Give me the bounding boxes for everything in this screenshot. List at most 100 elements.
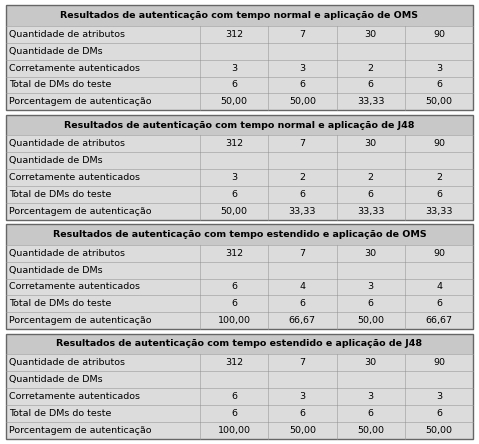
Text: 90: 90 bbox=[433, 358, 445, 367]
Text: 3: 3 bbox=[367, 282, 374, 291]
Text: Total de DMs do teste: Total de DMs do teste bbox=[9, 409, 112, 418]
Text: 30: 30 bbox=[365, 358, 377, 367]
Text: Quantidade de atributos: Quantidade de atributos bbox=[9, 249, 125, 258]
Text: Quantidade de atributos: Quantidade de atributos bbox=[9, 358, 125, 367]
Text: Porcentagem de autenticação: Porcentagem de autenticação bbox=[9, 316, 151, 325]
Text: 66,67: 66,67 bbox=[289, 316, 316, 325]
Text: 7: 7 bbox=[299, 358, 305, 367]
Text: 3: 3 bbox=[436, 63, 442, 72]
Text: 312: 312 bbox=[225, 139, 243, 148]
Text: Total de DMs do teste: Total de DMs do teste bbox=[9, 80, 112, 90]
Text: 50,00: 50,00 bbox=[220, 207, 248, 216]
Text: Resultados de autenticação com tempo normal e aplicação de OMS: Resultados de autenticação com tempo nor… bbox=[60, 11, 419, 20]
Text: Quantidade de DMs: Quantidade de DMs bbox=[9, 156, 103, 165]
Text: 2: 2 bbox=[436, 173, 442, 182]
Text: 3: 3 bbox=[436, 392, 442, 401]
Text: Quantidade de atributos: Quantidade de atributos bbox=[9, 30, 125, 39]
Text: 6: 6 bbox=[436, 409, 442, 418]
Text: 312: 312 bbox=[225, 30, 243, 39]
Text: 6: 6 bbox=[368, 299, 374, 309]
Bar bbox=[6, 333, 473, 439]
Text: Porcentagem de autenticação: Porcentagem de autenticação bbox=[9, 207, 151, 216]
Text: Quantidade de DMs: Quantidade de DMs bbox=[9, 266, 103, 274]
Text: 6: 6 bbox=[231, 392, 237, 401]
Bar bbox=[6, 333, 473, 439]
Text: 6: 6 bbox=[299, 80, 305, 90]
Text: 3: 3 bbox=[299, 63, 306, 72]
Text: 33,33: 33,33 bbox=[357, 97, 385, 107]
Text: Resultados de autenticação com tempo estendido e aplicação de J48: Resultados de autenticação com tempo est… bbox=[57, 339, 422, 349]
Text: 50,00: 50,00 bbox=[357, 316, 384, 325]
Text: 100,00: 100,00 bbox=[217, 316, 251, 325]
Text: 2: 2 bbox=[368, 63, 374, 72]
Text: 4: 4 bbox=[299, 282, 305, 291]
Text: Total de DMs do teste: Total de DMs do teste bbox=[9, 190, 112, 199]
Text: 6: 6 bbox=[231, 299, 237, 309]
Text: Resultados de autenticação com tempo estendido e aplicação de OMS: Resultados de autenticação com tempo est… bbox=[53, 230, 426, 239]
Text: Total de DMs do teste: Total de DMs do teste bbox=[9, 299, 112, 309]
Bar bbox=[6, 115, 473, 220]
Text: 6: 6 bbox=[436, 80, 442, 90]
Text: 6: 6 bbox=[231, 282, 237, 291]
Text: 66,67: 66,67 bbox=[425, 316, 453, 325]
Text: 50,00: 50,00 bbox=[425, 426, 453, 435]
Text: Porcentagem de autenticação: Porcentagem de autenticação bbox=[9, 97, 151, 107]
Text: 30: 30 bbox=[365, 139, 377, 148]
Text: 33,33: 33,33 bbox=[425, 207, 453, 216]
Text: Corretamente autenticados: Corretamente autenticados bbox=[9, 63, 140, 72]
Text: 90: 90 bbox=[433, 139, 445, 148]
Text: 30: 30 bbox=[365, 249, 377, 258]
Text: 6: 6 bbox=[368, 409, 374, 418]
Text: 7: 7 bbox=[299, 139, 305, 148]
Text: 50,00: 50,00 bbox=[425, 97, 453, 107]
Text: 3: 3 bbox=[231, 173, 237, 182]
Bar bbox=[6, 115, 473, 135]
Text: Quantidade de DMs: Quantidade de DMs bbox=[9, 375, 103, 384]
Text: Corretamente autenticados: Corretamente autenticados bbox=[9, 392, 140, 401]
Text: Corretamente autenticados: Corretamente autenticados bbox=[9, 173, 140, 182]
Text: 50,00: 50,00 bbox=[357, 426, 384, 435]
Text: 3: 3 bbox=[367, 392, 374, 401]
Bar bbox=[6, 5, 473, 111]
Text: 4: 4 bbox=[436, 282, 442, 291]
Text: 50,00: 50,00 bbox=[289, 426, 316, 435]
Text: 6: 6 bbox=[231, 190, 237, 199]
Text: 6: 6 bbox=[368, 190, 374, 199]
Bar bbox=[6, 5, 473, 111]
Text: 6: 6 bbox=[436, 299, 442, 309]
Text: 312: 312 bbox=[225, 249, 243, 258]
Text: 2: 2 bbox=[368, 173, 374, 182]
Text: Porcentagem de autenticação: Porcentagem de autenticação bbox=[9, 426, 151, 435]
Text: 100,00: 100,00 bbox=[217, 426, 251, 435]
Text: 6: 6 bbox=[299, 299, 305, 309]
Text: 6: 6 bbox=[231, 80, 237, 90]
Text: Resultados de autenticação com tempo normal e aplicação de J48: Resultados de autenticação com tempo nor… bbox=[64, 120, 415, 130]
Text: 6: 6 bbox=[299, 190, 305, 199]
Text: 50,00: 50,00 bbox=[289, 97, 316, 107]
Bar bbox=[6, 333, 473, 354]
Text: 2: 2 bbox=[299, 173, 305, 182]
Text: Corretamente autenticados: Corretamente autenticados bbox=[9, 282, 140, 291]
Bar bbox=[6, 224, 473, 329]
Text: 7: 7 bbox=[299, 30, 305, 39]
Text: 90: 90 bbox=[433, 249, 445, 258]
Text: 3: 3 bbox=[231, 63, 237, 72]
Text: 33,33: 33,33 bbox=[357, 207, 385, 216]
Text: 50,00: 50,00 bbox=[220, 97, 248, 107]
Text: Quantidade de atributos: Quantidade de atributos bbox=[9, 139, 125, 148]
Bar bbox=[6, 115, 473, 220]
Text: 6: 6 bbox=[231, 409, 237, 418]
Bar bbox=[6, 5, 473, 26]
Text: 33,33: 33,33 bbox=[288, 207, 316, 216]
Text: 6: 6 bbox=[368, 80, 374, 90]
Text: 6: 6 bbox=[436, 190, 442, 199]
Text: Quantidade de DMs: Quantidade de DMs bbox=[9, 47, 103, 56]
Text: 90: 90 bbox=[433, 30, 445, 39]
Bar bbox=[6, 224, 473, 329]
Text: 6: 6 bbox=[299, 409, 305, 418]
Bar bbox=[6, 224, 473, 245]
Text: 312: 312 bbox=[225, 358, 243, 367]
Text: 3: 3 bbox=[299, 392, 306, 401]
Text: 30: 30 bbox=[365, 30, 377, 39]
Text: 7: 7 bbox=[299, 249, 305, 258]
